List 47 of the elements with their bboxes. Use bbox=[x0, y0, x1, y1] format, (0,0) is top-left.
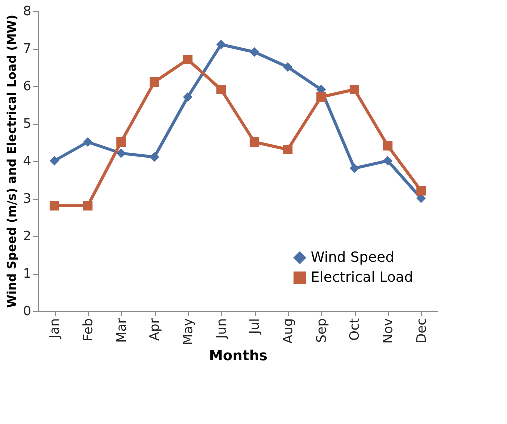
y-tick-label: 8 bbox=[23, 4, 32, 20]
y-axis-title: Wind Speed (m/s) and Electrical Load (MW) bbox=[5, 14, 20, 308]
point bbox=[116, 138, 126, 147]
x-axis-title: Months bbox=[209, 348, 268, 364]
y-tick-label: 2 bbox=[23, 230, 32, 244]
point bbox=[250, 138, 260, 147]
point bbox=[83, 138, 93, 147]
x-tick-label: May bbox=[182, 318, 196, 346]
y-tick-label: 5 bbox=[23, 117, 32, 132]
y-tick-label: 6 bbox=[23, 80, 32, 94]
point bbox=[383, 156, 393, 166]
point bbox=[316, 92, 326, 102]
x-tick-label: Dec bbox=[414, 318, 430, 344]
legend-label: Electrical Load bbox=[311, 270, 414, 286]
point bbox=[350, 164, 360, 174]
point bbox=[183, 92, 193, 102]
point bbox=[150, 152, 160, 162]
point bbox=[183, 55, 193, 64]
y-tick-label: 4 bbox=[23, 154, 32, 170]
x-tick-label: Jul bbox=[248, 318, 264, 336]
point bbox=[283, 145, 293, 154]
x-tick-label: Jun bbox=[214, 318, 230, 340]
x-tick-label: Aug bbox=[282, 318, 296, 344]
y-tick-label: 7 bbox=[23, 42, 32, 57]
point bbox=[383, 141, 393, 151]
y-tick-label: 1 bbox=[23, 267, 32, 282]
point bbox=[416, 186, 426, 196]
y-tick-label: 3 bbox=[23, 192, 32, 207]
y-tick-label: 0 bbox=[23, 304, 32, 320]
point bbox=[50, 201, 60, 211]
point bbox=[250, 48, 260, 57]
x-tick-label: Mar bbox=[114, 318, 130, 344]
point bbox=[216, 85, 226, 94]
point bbox=[150, 78, 160, 87]
x-tick-label: Jan bbox=[48, 318, 64, 340]
point bbox=[83, 201, 93, 211]
x-tick-label: Oct bbox=[348, 318, 364, 341]
point bbox=[216, 40, 226, 50]
x-tick-label: Nov bbox=[382, 318, 396, 344]
x-tick-label: Sep bbox=[314, 318, 330, 344]
point bbox=[50, 156, 60, 166]
x-tick-label: Apr bbox=[148, 318, 164, 341]
legend-label: Wind Speed bbox=[311, 250, 395, 266]
point bbox=[350, 85, 360, 94]
point bbox=[283, 62, 293, 72]
point bbox=[116, 148, 126, 158]
x-tick-label: Feb bbox=[82, 318, 96, 342]
